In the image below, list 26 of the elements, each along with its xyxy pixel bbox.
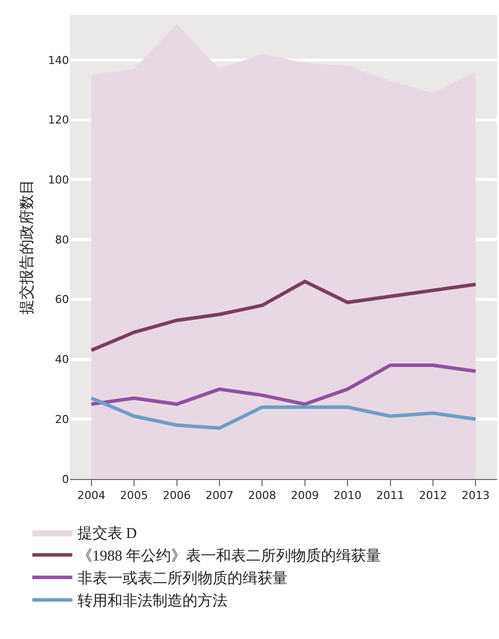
legend-label: 《1988 年公约》表一和表二所列物质的缉获量 — [77, 548, 382, 565]
y-axis-title: 提交报告的政府数目 — [17, 180, 36, 314]
y-tick-label: 80 — [55, 233, 69, 246]
x-tick-label: 2008 — [248, 489, 276, 502]
line-series — [90, 280, 478, 352]
y-tick-label: 140 — [48, 54, 69, 67]
y-tick-label: 100 — [48, 174, 69, 186]
legend-label: 提交表 D — [77, 525, 138, 542]
y-tick-label: 60 — [55, 293, 69, 306]
x-tick-label: 2005 — [120, 489, 148, 502]
legend-label: 非表一或表二所列物质的缉获量 — [77, 570, 288, 588]
y-tick-label: 20 — [55, 412, 69, 426]
line-series — [90, 396, 478, 430]
x-tick-label: 2009 — [290, 489, 319, 502]
x-tick-label: 2013 — [462, 489, 490, 502]
x-tick-label: 2011 — [376, 489, 404, 502]
y-tick-label: 0 — [62, 472, 69, 486]
line-series — [90, 364, 478, 406]
y-tick-label: 40 — [55, 353, 69, 366]
x-tick-label: 2004 — [77, 489, 106, 502]
legend-label: 转用和非法制造的方法 — [77, 592, 228, 610]
x-tick-label: 2012 — [418, 489, 447, 502]
x-tick-label: 2010 — [334, 489, 362, 502]
x-tick-label: 2006 — [162, 489, 191, 502]
x-tick-label: 2007 — [205, 489, 234, 502]
y-tick-label: 120 — [48, 114, 69, 127]
